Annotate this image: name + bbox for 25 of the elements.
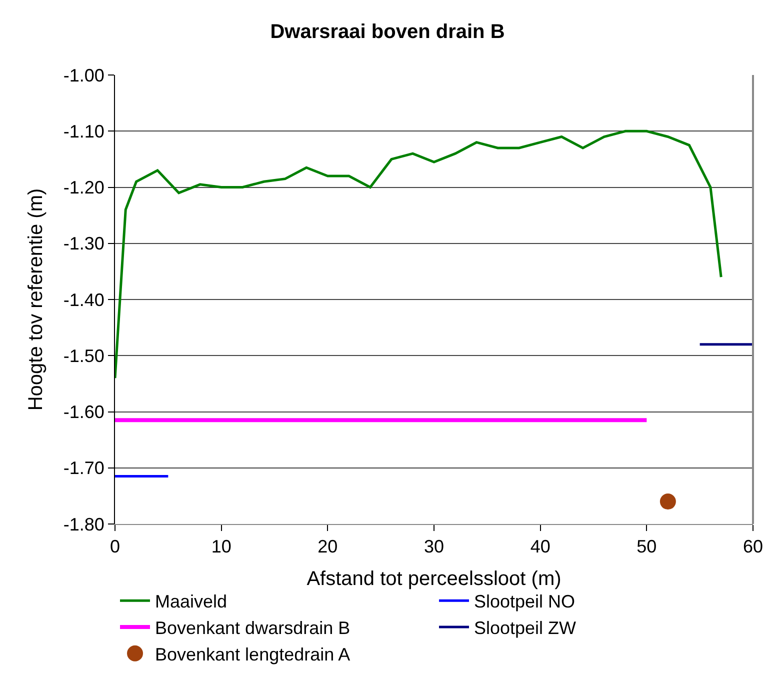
y-tick-label: -1.60 [63, 402, 104, 422]
y-axis-title: Hoogte tov referentie (m) [24, 188, 47, 411]
y-tick-label: -1.80 [63, 514, 104, 534]
x-tick-label: 30 [424, 536, 444, 557]
x-tick-label: 0 [110, 536, 120, 557]
x-tick-label: 20 [318, 536, 338, 557]
y-tick-label: -1.30 [63, 234, 104, 254]
chart-title: Dwarsraai boven drain B [270, 20, 505, 43]
legend-label: Bovenkant lengtedrain A [155, 644, 350, 664]
y-tick-label: -1.10 [63, 121, 104, 142]
legend-label: Maaiveld [155, 592, 228, 612]
y-tick-label: -1.20 [63, 178, 104, 198]
y-tick-label: -1.40 [63, 290, 104, 310]
y-tick-label: -1.70 [63, 458, 104, 478]
legend-label: Slootpeil ZW [474, 618, 576, 638]
x-tick-label: 60 [742, 536, 764, 557]
legend-label: Bovenkant dwarsdrain B [155, 618, 350, 638]
x-tick-label: 50 [636, 536, 657, 557]
line-series [115, 130, 722, 380]
y-tick-label: -1.50 [63, 346, 104, 366]
x-tick-label: 40 [530, 536, 550, 557]
legend-label: Slootpeil NO [474, 592, 576, 612]
x-tick-label: 10 [211, 536, 232, 557]
y-tick-label: -1.00 [63, 65, 104, 86]
x-axis-title: Afstand tot perceelssloot (m) [306, 568, 562, 590]
